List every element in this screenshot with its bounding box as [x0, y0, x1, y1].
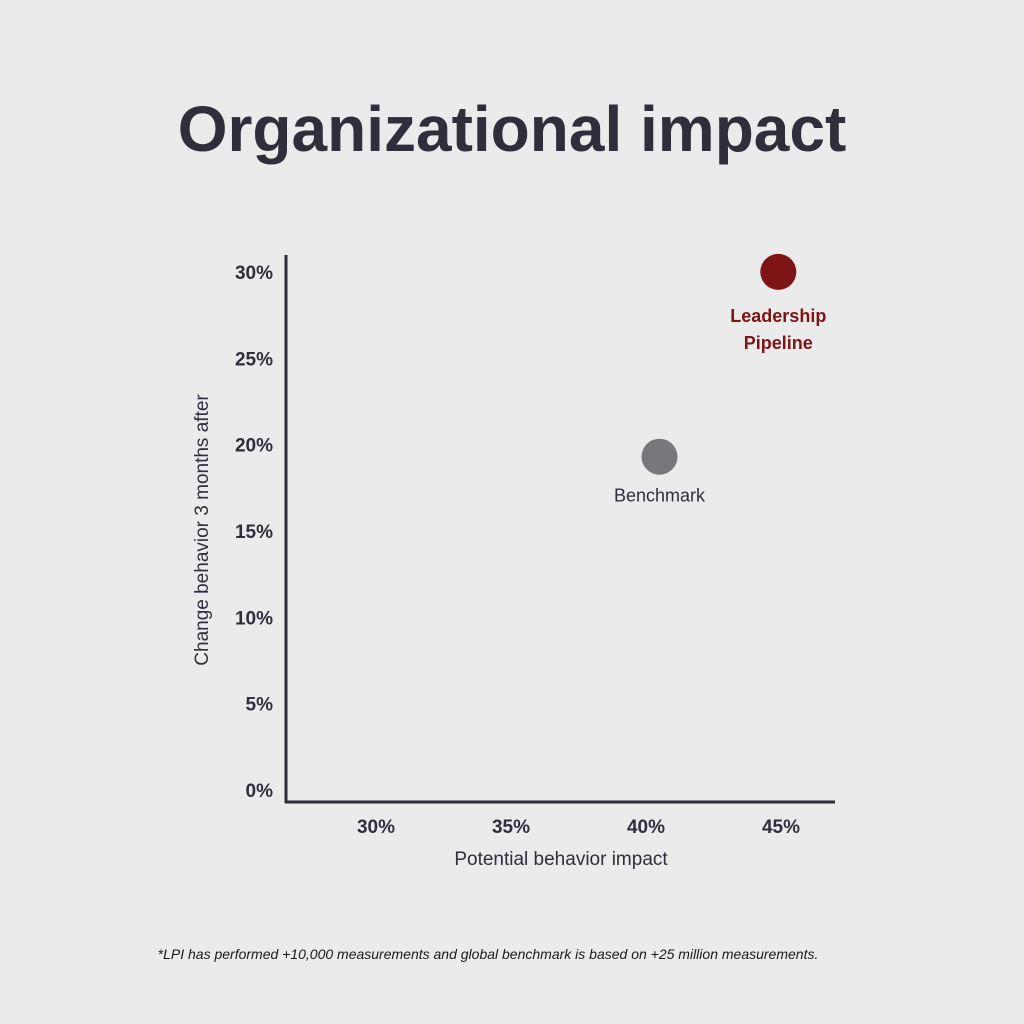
y-tick-label: 10% — [235, 608, 273, 629]
x-axis-label: Potential behavior impact — [454, 849, 668, 870]
data-point — [760, 253, 797, 290]
y-tick-label: 15% — [235, 522, 273, 543]
x-tick-label: 30% — [357, 817, 395, 838]
x-tick-label: 45% — [762, 817, 800, 838]
x-tick-label: 40% — [627, 817, 665, 838]
data-point — [641, 438, 678, 475]
point-label: Leadership — [730, 306, 826, 326]
y-tick-label: 0% — [246, 781, 274, 802]
point-label: Benchmark — [614, 486, 706, 506]
chart-title: Organizational impact — [177, 93, 847, 165]
point-label: Pipeline — [744, 333, 813, 353]
y-tick-label: 25% — [235, 349, 273, 370]
footnote: *LPI has performed +10,000 measurements … — [157, 946, 819, 962]
y-tick-label: 5% — [246, 695, 274, 716]
y-tick-label: 20% — [235, 436, 273, 457]
y-axis-label: Change behavior 3 months after — [192, 394, 213, 666]
y-tick-label: 30% — [235, 263, 273, 284]
x-tick-label: 35% — [492, 817, 530, 838]
